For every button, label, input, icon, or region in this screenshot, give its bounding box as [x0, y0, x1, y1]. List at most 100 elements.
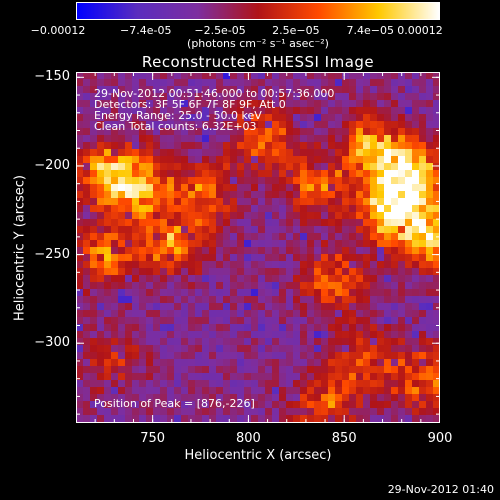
- heatmap-cell: [426, 121, 434, 129]
- heatmap-cell: [83, 261, 91, 269]
- heatmap-cell: [111, 380, 119, 388]
- heatmap-cell: [293, 401, 301, 409]
- heatmap-cell: [188, 338, 196, 346]
- heatmap-cell: [97, 93, 105, 101]
- heatmap-cell: [279, 198, 287, 206]
- heatmap-cell: [251, 345, 259, 353]
- heatmap-cell: [188, 86, 196, 94]
- heatmap-cell: [328, 394, 336, 402]
- heatmap-cell: [377, 240, 385, 248]
- heatmap-cell: [307, 324, 315, 332]
- heatmap-cell: [125, 142, 133, 150]
- heatmap-cell: [426, 415, 434, 423]
- heatmap-cell: [83, 338, 91, 346]
- heatmap-cell: [167, 331, 175, 339]
- x-tick-label: 850: [331, 431, 357, 446]
- heatmap-cell: [363, 296, 371, 304]
- heatmap-cell: [97, 408, 105, 416]
- heatmap-cell: [104, 149, 112, 157]
- heatmap-cell: [209, 184, 217, 192]
- heatmap-cell: [188, 359, 196, 367]
- heatmap-cell: [286, 275, 294, 283]
- heatmap-cell: [153, 226, 161, 234]
- heatmap-cell: [258, 114, 266, 122]
- heatmap-cell: [293, 387, 301, 395]
- heatmap-cell: [426, 156, 434, 164]
- heatmap-cell: [321, 191, 329, 199]
- heatmap-cell: [384, 373, 392, 381]
- heatmap-cell: [202, 79, 210, 87]
- heatmap-cell: [118, 170, 126, 178]
- heatmap-cell: [286, 93, 294, 101]
- heatmap-cell: [83, 408, 91, 416]
- heatmap-cell: [300, 408, 308, 416]
- heatmap-cell: [139, 205, 147, 213]
- heatmap-cell: [209, 107, 217, 115]
- heatmap-cell: [132, 317, 140, 325]
- heatmap-cell: [160, 247, 168, 255]
- heatmap-cell: [76, 303, 84, 311]
- heatmap-cell: [181, 128, 189, 136]
- heatmap-cell: [83, 114, 91, 122]
- heatmap-cell: [216, 387, 224, 395]
- heatmap-cell: [209, 254, 217, 262]
- heatmap-cell: [216, 86, 224, 94]
- heatmap-cell: [377, 345, 385, 353]
- heatmap-cell: [230, 219, 238, 227]
- heatmap-cell: [419, 296, 427, 304]
- heatmap-cell: [237, 261, 245, 269]
- heatmap-cell: [146, 310, 154, 318]
- heatmap-cell: [391, 121, 399, 129]
- heatmap-cell: [279, 107, 287, 115]
- heatmap-cell: [433, 366, 440, 374]
- heatmap-cell: [118, 331, 126, 339]
- heatmap-cell: [181, 373, 189, 381]
- heatmap-cell: [272, 338, 280, 346]
- heatmap-cell: [125, 170, 133, 178]
- heatmap-cell: [216, 205, 224, 213]
- heatmap-cell: [202, 205, 210, 213]
- heatmap-cell: [433, 93, 440, 101]
- heatmap-cell: [377, 72, 385, 80]
- heatmap-cell: [244, 212, 252, 220]
- heatmap-cell: [321, 233, 329, 241]
- heatmap-cell: [125, 303, 133, 311]
- heatmap-cell: [216, 366, 224, 374]
- heatmap-cell: [293, 345, 301, 353]
- heatmap-cell: [293, 310, 301, 318]
- heatmap-cell: [209, 394, 217, 402]
- heatmap-cell: [104, 86, 112, 94]
- heatmap-cell: [153, 317, 161, 325]
- heatmap-cell: [412, 331, 420, 339]
- heatmap-cell: [258, 177, 266, 185]
- heatmap-cell: [265, 233, 273, 241]
- heatmap-cell: [370, 268, 378, 276]
- heatmap-cell: [160, 142, 168, 150]
- heatmap-cell: [363, 93, 371, 101]
- heatmap-cell: [118, 149, 126, 157]
- heatmap-cell: [174, 359, 182, 367]
- heatmap-cell: [391, 359, 399, 367]
- heatmap-cell: [412, 198, 420, 206]
- heatmap-cell: [153, 282, 161, 290]
- heatmap-cell: [265, 184, 273, 192]
- heatmap-cell: [258, 170, 266, 178]
- heatmap-cell: [391, 149, 399, 157]
- heatmap-cell: [419, 275, 427, 283]
- heatmap-cell: [328, 303, 336, 311]
- heatmap-cell: [97, 254, 105, 262]
- heatmap-cell: [160, 408, 168, 416]
- heatmap-cell: [125, 415, 133, 423]
- heatmap-cell: [209, 79, 217, 87]
- heatmap-cell: [349, 205, 357, 213]
- heatmap-cell: [174, 387, 182, 395]
- heatmap-cell: [209, 142, 217, 150]
- heatmap-cell: [90, 394, 98, 402]
- heatmap-cell: [307, 135, 315, 143]
- heatmap-cell: [195, 296, 203, 304]
- heatmap-cell: [258, 380, 266, 388]
- annotation-clean: Clean Total counts: 6.32E+03: [94, 120, 257, 133]
- heatmap-cell: [321, 156, 329, 164]
- heatmap-cell: [111, 387, 119, 395]
- heatmap-cell: [139, 86, 147, 94]
